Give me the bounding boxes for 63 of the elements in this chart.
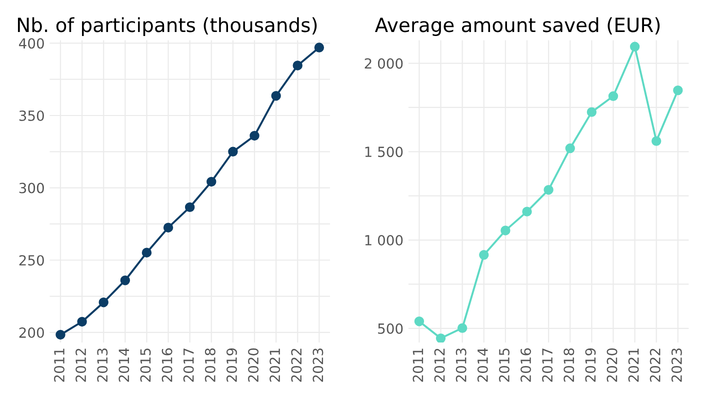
x-tick-label: 2014 [118, 348, 130, 382]
y-tick-label: 250 [19, 255, 44, 266]
point [228, 146, 238, 157]
point [673, 85, 683, 96]
x-tick-label: 2011 [54, 348, 65, 382]
point [565, 143, 575, 154]
point [457, 323, 468, 333]
x-tick-label: 2015 [140, 348, 151, 382]
x-tick-label: 2021 [628, 348, 639, 382]
x-tick-label: 2018 [204, 348, 216, 382]
y-tick-label: 200 [19, 327, 44, 338]
point [544, 184, 554, 195]
x-tick-label: 2022 [291, 348, 302, 382]
x-tick-label: 2017 [542, 348, 553, 382]
x-tick-label: 2023 [671, 348, 682, 382]
y-tick-label: 1 500 [365, 146, 403, 158]
point [77, 316, 87, 327]
y-tick-label: 2 000 [364, 58, 403, 69]
y-tick-label: 400 [19, 38, 44, 49]
point [608, 91, 618, 102]
point [436, 333, 446, 343]
x-tick-label: 2023 [312, 348, 324, 382]
point [586, 107, 597, 117]
chart-title: Average amount saved (EUR) [374, 17, 660, 36]
point [630, 42, 640, 52]
x-tick-label: 2013 [456, 348, 466, 382]
point [184, 202, 195, 212]
x-tick-label: 2012 [434, 348, 445, 382]
x-tick-label: 2018 [564, 348, 574, 382]
point [522, 206, 532, 216]
point [271, 90, 281, 101]
point [163, 222, 174, 232]
point [479, 250, 489, 260]
chart-title: Nb. of participants (thousands) [18, 17, 317, 36]
y-tick-label: 1 000 [365, 235, 403, 246]
point [120, 276, 130, 286]
x-tick-label: 2021 [270, 348, 280, 382]
x-tick-label: 2017 [183, 348, 194, 382]
point [652, 136, 662, 146]
x-tick-label: 2019 [226, 348, 237, 382]
point [56, 330, 66, 340]
point [500, 226, 510, 236]
y-tick-label: 500 [378, 323, 403, 334]
x-tick-label: 2012 [76, 348, 86, 382]
x-tick-label: 2014 [477, 348, 488, 382]
x-tick-label: 2016 [520, 348, 532, 382]
x-tick-label: 2019 [585, 348, 596, 382]
x-tick-label: 2020 [606, 348, 618, 382]
x-tick-label: 2022 [650, 348, 660, 382]
point [142, 248, 152, 258]
y-tick-label: 300 [19, 182, 44, 194]
y-tick-label: 350 [19, 110, 44, 121]
point [98, 297, 108, 308]
point [292, 60, 302, 70]
x-tick-label: 2015 [498, 348, 510, 382]
point [206, 176, 216, 187]
point [250, 130, 260, 141]
x-tick-label: 2011 [412, 348, 424, 382]
x-tick-label: 2016 [162, 348, 172, 382]
point [414, 316, 424, 326]
point [314, 42, 324, 52]
x-tick-label: 2020 [248, 348, 259, 382]
x-tick-label: 2013 [97, 348, 108, 382]
